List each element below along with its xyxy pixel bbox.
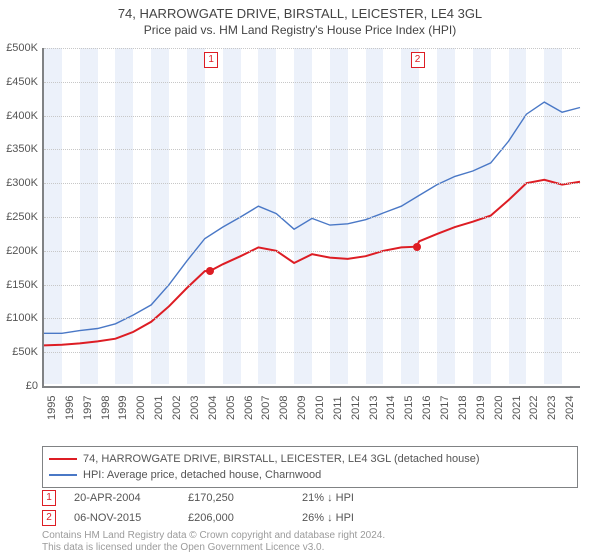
gridline-h	[44, 48, 580, 49]
x-tick-label: 1997	[82, 396, 94, 420]
x-tick-label: 1999	[117, 396, 129, 420]
y-tick-label: £200K	[0, 245, 38, 257]
footer-attribution: Contains HM Land Registry data © Crown c…	[42, 530, 385, 554]
x-tick-label: 2023	[546, 396, 558, 420]
plot-region: 12	[42, 48, 580, 388]
y-tick-label: £100K	[0, 312, 38, 324]
y-tick-label: £450K	[0, 76, 38, 88]
x-tick-label: 2001	[153, 396, 165, 420]
x-tick-label: 2000	[135, 396, 147, 420]
transaction-list: 1 20-APR-2004 £170,250 21% ↓ HPI 2 06-NOV-201…	[42, 488, 398, 528]
x-tick-label: 2021	[511, 396, 523, 420]
x-tick-label: 2007	[260, 396, 272, 420]
y-tick-label: £300K	[0, 177, 38, 189]
legend-row: HPI: Average price, detached house, Char…	[49, 467, 571, 483]
chart-subtitle: Price paid vs. HM Land Registry's House …	[0, 21, 600, 37]
x-tick-label: 2024	[564, 396, 576, 420]
legend-label: 74, HARROWGATE DRIVE, BIRSTALL, LEICESTE…	[83, 453, 480, 465]
legend: 74, HARROWGATE DRIVE, BIRSTALL, LEICESTE…	[42, 446, 578, 488]
transaction-price: £170,250	[188, 492, 284, 504]
x-tick-label: 2014	[385, 396, 397, 420]
chart-title: 74, HARROWGATE DRIVE, BIRSTALL, LEICESTE…	[0, 0, 600, 21]
x-tick-label: 2022	[528, 396, 540, 420]
y-tick-label: £250K	[0, 211, 38, 223]
y-tick-label: £150K	[0, 279, 38, 291]
series-property	[44, 180, 580, 346]
x-tick-label: 2013	[368, 396, 380, 420]
transaction-delta: 26% ↓ HPI	[302, 512, 398, 524]
x-tick-label: 2004	[207, 396, 219, 420]
transaction-date: 20-APR-2004	[74, 492, 170, 504]
x-tick-label: 1995	[46, 396, 58, 420]
gridline-h	[44, 183, 580, 184]
x-tick-label: 2016	[421, 396, 433, 420]
footer-line-1: Contains HM Land Registry data © Crown c…	[42, 530, 385, 542]
transaction-price: £206,000	[188, 512, 284, 524]
x-tick-label: 2011	[332, 396, 344, 420]
x-tick-label: 2012	[350, 396, 362, 420]
x-tick-label: 2003	[189, 396, 201, 420]
x-tick-label: 2005	[225, 396, 237, 420]
y-tick-label: £350K	[0, 143, 38, 155]
gridline-h	[44, 251, 580, 252]
gridline-h	[44, 82, 580, 83]
y-tick-label: £50K	[0, 346, 38, 358]
gridline-h	[44, 285, 580, 286]
gridline-h	[44, 149, 580, 150]
transaction-marker: 1	[42, 490, 56, 506]
legend-label: HPI: Average price, detached house, Char…	[83, 469, 321, 481]
x-tick-label: 1998	[100, 396, 112, 420]
sale-marker-box: 2	[411, 52, 425, 68]
sale-marker-dot	[206, 267, 214, 275]
y-tick-label: £500K	[0, 42, 38, 54]
gridline-h	[44, 116, 580, 117]
transaction-delta: 21% ↓ HPI	[302, 492, 398, 504]
y-tick-label: £0	[0, 380, 38, 392]
sale-marker-dot	[413, 243, 421, 251]
x-tick-label: 1996	[64, 396, 76, 420]
x-tick-label: 2019	[475, 396, 487, 420]
transaction-date: 06-NOV-2015	[74, 512, 170, 524]
sale-marker-box: 1	[204, 52, 218, 68]
x-tick-label: 2018	[457, 396, 469, 420]
gridline-h	[44, 217, 580, 218]
x-tick-label: 2010	[314, 396, 326, 420]
legend-row: 74, HARROWGATE DRIVE, BIRSTALL, LEICESTE…	[49, 451, 571, 467]
x-tick-label: 2015	[403, 396, 415, 420]
x-tick-label: 2009	[296, 396, 308, 420]
legend-swatch	[49, 474, 77, 476]
transaction-row: 1 20-APR-2004 £170,250 21% ↓ HPI	[42, 488, 398, 508]
gridline-h	[44, 352, 580, 353]
x-tick-label: 2008	[278, 396, 290, 420]
x-tick-label: 2020	[493, 396, 505, 420]
chart-area: 12 £0£50K£100K£150K£200K£250K£300K£350K£…	[42, 48, 580, 418]
transaction-marker: 2	[42, 510, 56, 526]
transaction-row: 2 06-NOV-2015 £206,000 26% ↓ HPI	[42, 508, 398, 528]
x-tick-label: 2006	[243, 396, 255, 420]
gridline-h	[44, 318, 580, 319]
chart-container: 74, HARROWGATE DRIVE, BIRSTALL, LEICESTE…	[0, 0, 600, 560]
x-tick-label: 2017	[439, 396, 451, 420]
legend-swatch	[49, 458, 77, 460]
x-tick-label: 2002	[171, 396, 183, 420]
footer-line-2: This data is licensed under the Open Gov…	[42, 542, 385, 554]
y-tick-label: £400K	[0, 110, 38, 122]
